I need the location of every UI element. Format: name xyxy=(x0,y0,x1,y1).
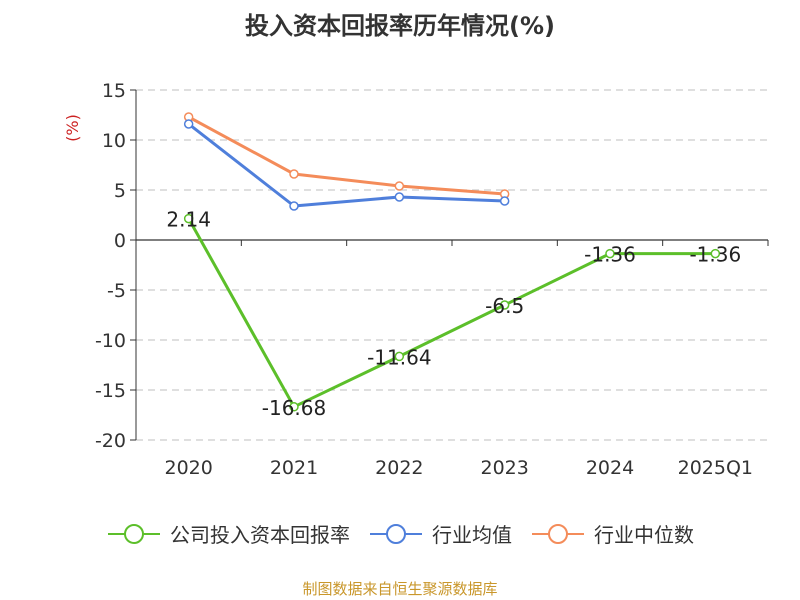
legend-swatch-company xyxy=(108,523,160,544)
y-axis-label: (%) xyxy=(63,114,82,142)
x-tick-label: 2025Q1 xyxy=(678,457,753,479)
data-point xyxy=(394,181,405,191)
x-tick-label: 2023 xyxy=(480,457,528,479)
data-point xyxy=(394,351,405,362)
y-tick-label: -10 xyxy=(95,330,126,352)
data-point xyxy=(183,119,194,129)
data-point xyxy=(394,192,405,202)
legend-swatch-industry-mean xyxy=(370,523,422,544)
data-point xyxy=(289,169,299,179)
data-point xyxy=(710,248,721,259)
y-tick-label: 15 xyxy=(102,80,126,102)
y-tick-label: -15 xyxy=(95,380,126,402)
x-tick-label: 2020 xyxy=(164,457,212,479)
legend-label-company: 公司投入资本回报率 xyxy=(170,523,350,547)
data-label: -11.64 xyxy=(367,345,431,369)
data-point xyxy=(499,196,510,206)
y-tick-label: 10 xyxy=(102,130,126,152)
legend-item-industry-mean[interactable]: 行业均值 xyxy=(368,519,512,548)
legend-label-industry-mean: 行业均值 xyxy=(432,523,512,547)
data-label: 2.14 xyxy=(166,208,211,232)
y-tick-label: -20 xyxy=(95,430,126,452)
legend-item-company[interactable]: 公司投入资本回报率 xyxy=(106,519,350,548)
data-source-note: 制图数据来自恒生聚源数据库 xyxy=(302,580,498,598)
data-point xyxy=(289,201,299,211)
data-label: -1.36 xyxy=(584,243,636,267)
y-tick-label: 0 xyxy=(114,230,126,252)
series-line xyxy=(187,122,505,208)
x-tick-label: 2021 xyxy=(270,457,318,479)
legend-label-industry-median: 行业中位数 xyxy=(594,523,694,547)
x-tick-label: 2022 xyxy=(375,457,423,479)
legend-swatch-industry-median xyxy=(532,523,584,544)
data-point xyxy=(499,300,510,310)
series-line xyxy=(187,115,505,196)
chart-title: 投入资本回报率历年情况(%) xyxy=(245,12,555,40)
data-point xyxy=(183,213,194,224)
legend: 公司投入资本回报率 行业均值 行业中位数 xyxy=(0,519,800,548)
legend-item-industry-median[interactable]: 行业中位数 xyxy=(530,519,694,548)
data-point xyxy=(289,402,299,412)
series-line xyxy=(187,217,716,409)
x-tick-label: 2024 xyxy=(586,457,634,479)
data-label: -6.5 xyxy=(485,294,524,318)
data-label: -16.68 xyxy=(262,396,326,420)
y-tick-label: 5 xyxy=(114,180,126,202)
data-point xyxy=(605,248,615,259)
data-label: -1.36 xyxy=(689,243,741,267)
y-tick-label: -5 xyxy=(107,280,126,302)
